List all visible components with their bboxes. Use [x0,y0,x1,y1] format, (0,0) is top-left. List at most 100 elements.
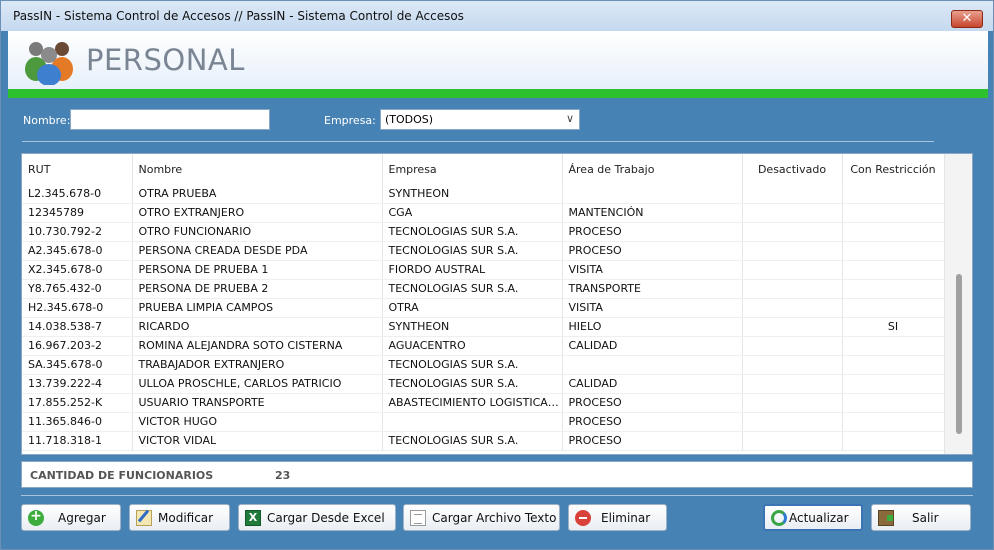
table-row[interactable]: 11.365.846-0 VICTOR HUGO PROCESO [22,412,945,432]
eliminar-button[interactable]: Eliminar [568,504,667,531]
table-row[interactable]: 14.038.538-7 RICARDO SYNTHEON HIELO SI [22,317,945,337]
nombre-label: Nombre: [23,114,71,127]
table-cell: 17.855.252-K [22,393,133,413]
empresa-select[interactable]: (TODOS) ∨ [380,109,580,130]
table-cell: PERSONA CREADA DESDE PDA [132,241,383,261]
table-cell [842,393,945,413]
filter-panel: Nombre: Empresa: (TODOS) ∨ [8,98,988,144]
table-cell: 16.967.203-2 [22,336,133,356]
table-row[interactable]: 13.739.222-4 ULLOA PROSCHLE, CARLOS PATRI… [22,374,945,394]
column-header-empresa[interactable]: Empresa [382,154,563,184]
page-title: PERSONAL [86,43,245,77]
table-cell: ABASTECIMIENTO LOGISTICA ... [382,393,563,413]
actualizar-button[interactable]: Actualizar [763,504,863,531]
table-row[interactable]: Y8.765.432-0 PERSONA DE PRUEBA 2 TECNOLOGI… [22,279,945,299]
table-row[interactable]: L2.345.678-0 OTRA PRUEBA SYNTHEON [22,184,945,204]
scrollbar-thumb[interactable] [956,274,962,434]
salir-button[interactable]: Salir [871,504,971,531]
table-cell: ULLOA PROSCHLE, CARLOS PATRICIO [132,374,383,394]
table-row[interactable]: A2.345.678-0 PERSONA CREADA DESDE PDA TECN… [22,241,945,261]
table-cell: SYNTHEON [382,317,563,337]
table-cell [742,184,843,204]
cargar-texto-label: Cargar Archivo Texto [432,510,557,525]
agregar-button[interactable]: Agregar [21,504,121,531]
summary-label: CANTIDAD DE FUNCIONARIOS [30,469,214,482]
table-header-row: RUT Nombre Empresa Área de Trabajo Desac… [22,154,945,184]
table-cell: OTRA [382,298,563,318]
chevron-down-icon: ∨ [565,112,574,125]
agregar-label: Agregar [58,510,106,525]
table-cell [742,260,843,280]
table-cell: L2.345.678-0 [22,184,133,204]
column-header-area[interactable]: Área de Trabajo [562,154,743,184]
window-title: PassIN - Sistema Control de Accesos // P… [13,9,464,23]
table-cell [842,336,945,356]
table-cell: X2.345.678-0 [22,260,133,280]
table-cell [842,222,945,242]
text-file-icon [410,509,426,526]
delete-icon [575,509,591,526]
add-icon [28,508,44,526]
cargar-texto-button[interactable]: Cargar Archivo Texto [403,504,560,531]
table-row[interactable]: X2.345.678-0 PERSONA DE PRUEBA 1 FIORDO AU… [22,260,945,280]
close-button[interactable]: ✕ [951,10,983,28]
column-header-rut[interactable]: RUT [22,154,133,184]
eliminar-label: Eliminar [601,510,651,525]
table-cell: TECNOLOGIAS SUR S.A. [382,279,563,299]
table-cell: Y8.765.432-0 [22,279,133,299]
table-cell: TECNOLOGIAS SUR S.A. [382,355,563,375]
table-cell: OTRA PRUEBA [132,184,383,204]
table-cell [742,222,843,242]
table-cell: PROCESO [562,393,743,413]
summary-count: 23 [275,469,291,482]
table-cell [842,374,945,394]
table-cell: CALIDAD [562,374,743,394]
table-cell: RICARDO [132,317,383,337]
table-row[interactable]: 17.855.252-K USUARIO TRANSPORTE ABASTECIMI… [22,393,945,413]
column-header-nombre[interactable]: Nombre [132,154,383,184]
table-row[interactable]: SA.345.678-0 TRABAJADOR EXTRANJERO TECNOLO… [22,355,945,375]
table-row[interactable]: 11.718.318-1 VICTOR VIDAL TECNOLOGIAS SUR … [22,431,945,451]
table-row[interactable]: 16.967.203-2 ROMINA ALEJANDRA SOTO CISTER… [22,336,945,356]
table-cell [842,184,945,204]
table-cell [842,298,945,318]
excel-icon [245,509,261,526]
column-header-desactivado[interactable]: Desactivado [742,154,843,184]
table-cell: PERSONA DE PRUEBA 1 [132,260,383,280]
table-cell: PROCESO [562,241,743,261]
table-row[interactable]: 10.730.792-2 OTRO FUNCIONARIO TECNOLOGIAS … [22,222,945,242]
table-cell: OTRO FUNCIONARIO [132,222,383,242]
table-cell: SI [842,317,945,337]
table-cell: 11.718.318-1 [22,431,133,451]
table-cell: SA.345.678-0 [22,355,133,375]
table-cell: OTRO EXTRANJERO [132,203,383,223]
table-cell [842,279,945,299]
filter-divider [22,141,934,142]
table-cell: PERSONA DE PRUEBA 2 [132,279,383,299]
table-cell: 11.365.846-0 [22,412,133,432]
table-cell: PROCESO [562,222,743,242]
salir-label: Salir [912,510,939,525]
table-row[interactable]: H2.345.678-0 PRUEBA LIMPIA CAMPOS OTRA VISI… [22,298,945,318]
actualizar-label: Actualizar [789,510,849,525]
modificar-button[interactable]: Modificar [129,504,230,531]
table-cell [742,412,843,432]
table-cell [742,374,843,394]
table-cell: VICTOR HUGO [132,412,383,432]
table-row[interactable]: 12345789 OTRO EXTRANJERO CGA MANTENCIÓN [22,203,945,223]
nombre-input[interactable] [70,109,270,130]
column-header-con-restriccion[interactable]: Con Restricción [842,154,945,184]
table-cell: VISITA [562,298,743,318]
table-cell [742,298,843,318]
personal-table: RUT Nombre Empresa Área de Trabajo Desac… [21,153,973,455]
accent-bar [8,89,988,98]
table-cell: TECNOLOGIAS SUR S.A. [382,374,563,394]
table-cell [562,184,743,204]
table-cell [562,355,743,375]
table-cell: PROCESO [562,431,743,451]
table-cell: H2.345.678-0 [22,298,133,318]
cargar-excel-button[interactable]: Cargar Desde Excel [238,504,396,531]
vertical-scrollbar[interactable] [944,154,972,454]
table-cell [842,260,945,280]
